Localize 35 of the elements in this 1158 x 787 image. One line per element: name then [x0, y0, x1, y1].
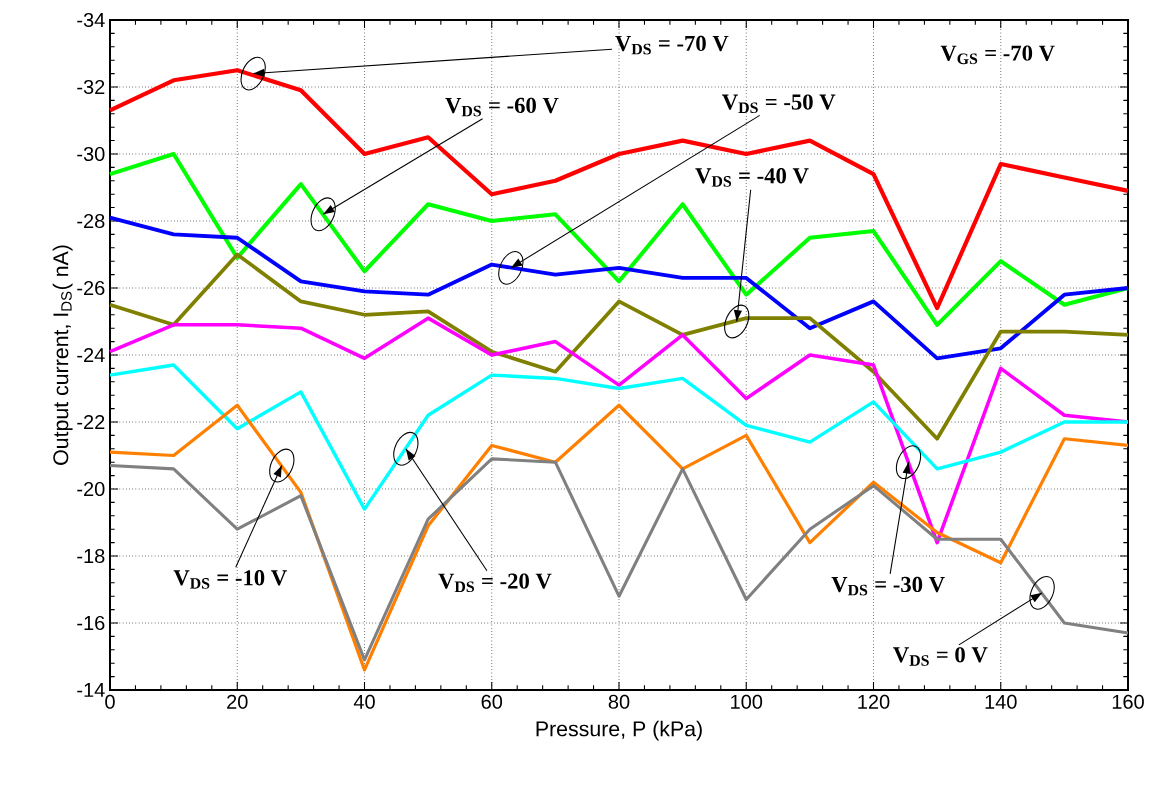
- x-tick-label: 60: [481, 694, 503, 709]
- y-tick-label: -20: [77, 481, 105, 497]
- x-tick-label: 120: [858, 694, 890, 709]
- line-series: [107, 68, 1131, 311]
- x-tick-label: 80: [608, 694, 630, 709]
- y-tick-label: -30: [77, 146, 105, 162]
- annotation: V$_{GS}$ = -70 V: [940, 45, 1055, 65]
- line-series: [108, 215, 1130, 361]
- x-tick-label: 20: [227, 694, 248, 709]
- annotation: V$_{DS}$ = 0 V: [893, 647, 988, 666]
- x-axis-title: Pressure, P (kPa): [536, 720, 702, 741]
- y-tick-label: -14: [77, 683, 105, 697]
- x-tick-label: 40: [353, 694, 375, 709]
- y-axis-title: Output current, I$_{DS}$( nA): [52, 245, 73, 465]
- annotation: V$_{DS}$ = -40 V: [695, 168, 809, 187]
- y-tick-label: -26: [77, 280, 105, 296]
- line-series: [108, 252, 1130, 441]
- y-tick-label: -22: [77, 415, 105, 429]
- y-tick-label: -34: [77, 12, 105, 28]
- x-tick-label: 100: [731, 694, 763, 709]
- annotation: V$_{DS}$ = -30 V: [831, 576, 945, 596]
- y-tick-label: -24: [77, 348, 105, 362]
- annotation: V$_{DS}$ = -60 V: [445, 97, 559, 117]
- annotation: V$_{DS}$ = -70 V: [615, 35, 729, 55]
- x-tick-label: 0: [105, 694, 115, 709]
- x-tick-label: 160: [1112, 694, 1144, 709]
- y-tick-label: -16: [77, 615, 105, 631]
- y-tick-label: -18: [77, 548, 105, 564]
- annotation: V$_{DS}$ = -50 V: [722, 94, 836, 114]
- annotation: V$_{DS}$ = -20 V: [438, 573, 552, 593]
- annotation: V$_{DS}$ = -10 V: [173, 570, 287, 589]
- x-tick-label: 140: [985, 694, 1017, 709]
- y-tick-label: -32: [77, 79, 105, 95]
- y-tick-label: -28: [77, 213, 105, 229]
- line-series: [108, 363, 1130, 511]
